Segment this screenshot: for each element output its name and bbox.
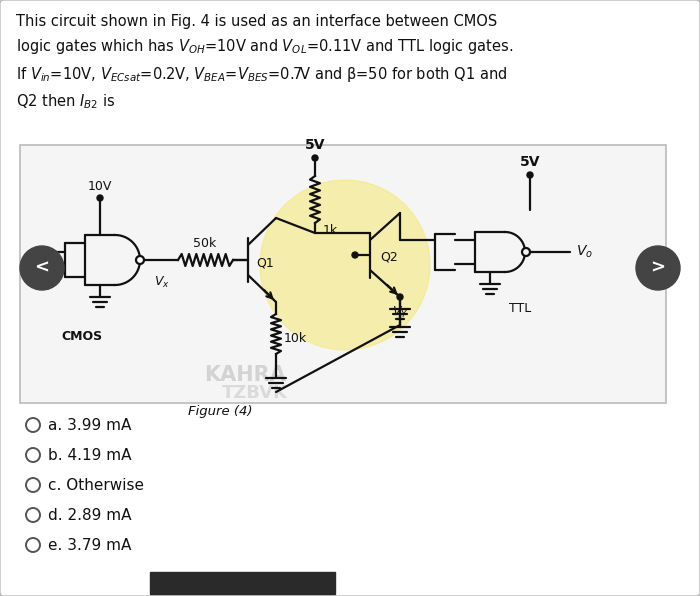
Text: $V_o$: $V_o$	[576, 244, 593, 260]
Circle shape	[26, 508, 40, 522]
Text: TTL: TTL	[509, 302, 531, 315]
Circle shape	[522, 248, 530, 256]
Circle shape	[97, 195, 103, 201]
Bar	[150, 572, 335, 594]
Circle shape	[26, 538, 40, 552]
Bar	[20, 145, 666, 403]
Text: 10k: 10k	[284, 331, 307, 344]
Text: <: <	[34, 259, 50, 277]
Text: 5V: 5V	[519, 155, 540, 169]
Text: 10V: 10V	[88, 180, 112, 193]
Text: e. 3.79 mA: e. 3.79 mA	[48, 538, 132, 552]
Circle shape	[636, 246, 680, 290]
Circle shape	[26, 478, 40, 492]
Text: $V_Y$: $V_Y$	[392, 305, 408, 320]
Text: a. 3.99 mA: a. 3.99 mA	[48, 418, 132, 433]
Text: 50k: 50k	[193, 237, 216, 250]
Text: 5V: 5V	[304, 138, 326, 152]
Text: b. 4.19 mA: b. 4.19 mA	[48, 448, 132, 462]
Text: $V_x$: $V_x$	[154, 275, 170, 290]
Text: This circuit shown in Fig. 4 is used as an interface between CMOS
logic gates wh: This circuit shown in Fig. 4 is used as …	[16, 14, 513, 111]
Text: KAHRA: KAHRA	[204, 365, 286, 385]
Circle shape	[26, 418, 40, 432]
Circle shape	[136, 256, 144, 264]
Text: 1k: 1k	[323, 225, 338, 237]
Text: c. Otherwise: c. Otherwise	[48, 477, 144, 492]
Circle shape	[26, 448, 40, 462]
Text: >: >	[650, 259, 666, 277]
Text: $V_{in}$: $V_{in}$	[33, 278, 51, 293]
Circle shape	[352, 252, 358, 258]
Circle shape	[397, 294, 403, 300]
Text: TZBVK: TZBVK	[222, 384, 288, 402]
Circle shape	[312, 155, 318, 161]
Circle shape	[260, 180, 430, 350]
Text: Q1: Q1	[256, 256, 274, 269]
Text: Figure (4): Figure (4)	[188, 405, 252, 418]
Text: d. 2.89 mA: d. 2.89 mA	[48, 508, 132, 523]
Circle shape	[527, 172, 533, 178]
Text: CMOS: CMOS	[62, 330, 103, 343]
Circle shape	[20, 246, 64, 290]
Text: Q2: Q2	[380, 250, 398, 263]
